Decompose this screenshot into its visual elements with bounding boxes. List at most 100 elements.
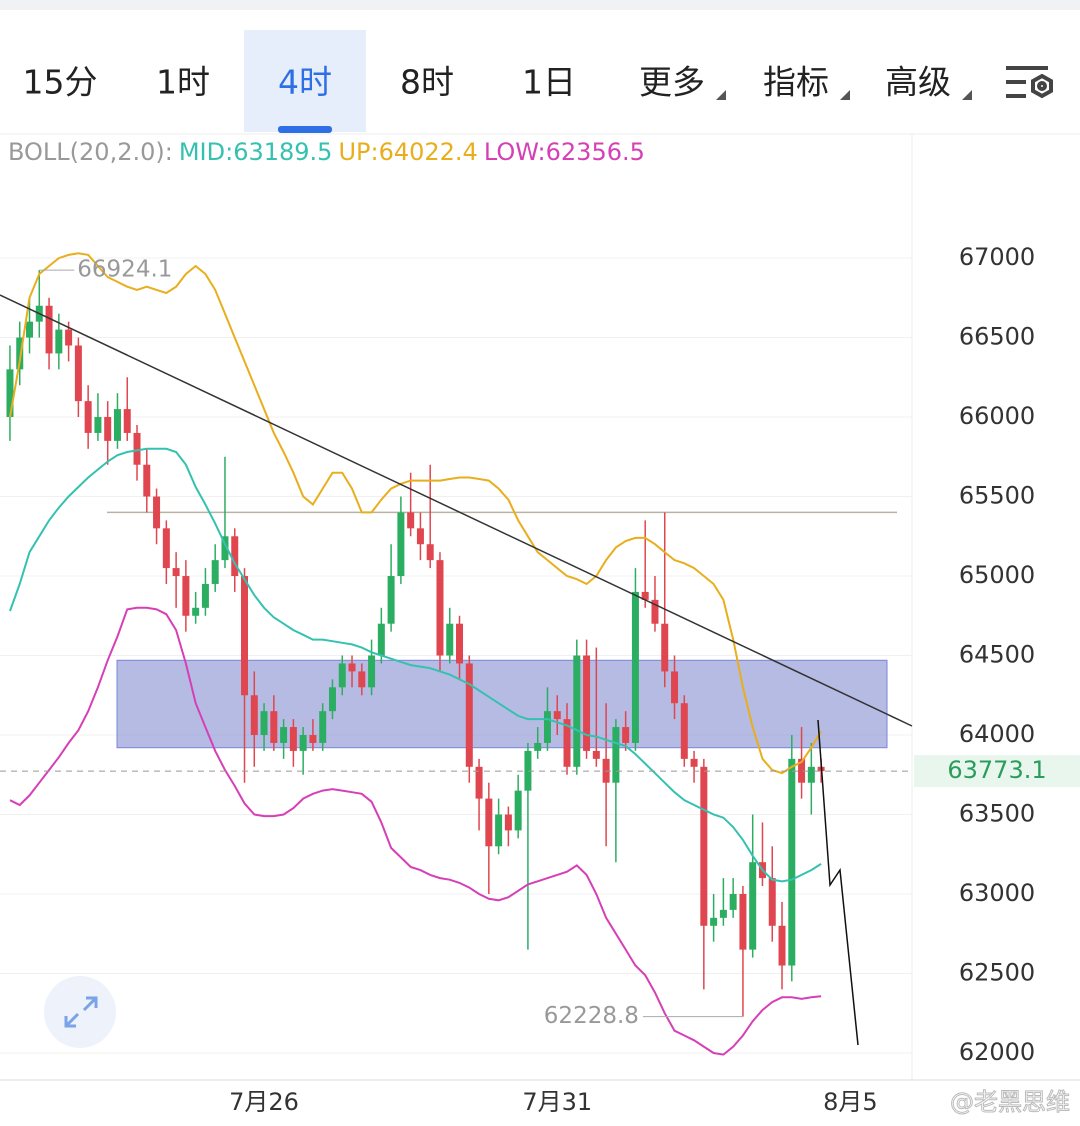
candle-body (475, 766, 483, 799)
legend-value: 63189.5 (233, 138, 332, 166)
candle-body (622, 727, 630, 743)
candle-body (719, 909, 727, 918)
candle-body (397, 512, 405, 577)
boll-line (9, 252, 822, 775)
indicator-label: BOLL(20,2.0): (8, 138, 173, 166)
tab[interactable]: 15分 (23, 63, 98, 102)
candle-body (16, 337, 24, 370)
candle-body (201, 583, 209, 608)
tab[interactable]: 1时 (156, 63, 210, 102)
boll-line (9, 447, 822, 883)
candle-body (583, 655, 591, 751)
candle-body (182, 576, 190, 616)
candle-body (74, 345, 82, 402)
support-zone (116, 659, 888, 749)
candle-body (749, 862, 757, 950)
candle-body (768, 878, 776, 926)
candle-body (387, 576, 395, 624)
legend-name: LOW: (484, 138, 546, 166)
candle-body (485, 798, 493, 847)
legend-name: UP: (338, 138, 378, 166)
candle-body (280, 727, 288, 743)
candle-body (504, 814, 512, 831)
indicator-header: BOLL(20,2.0): MID:63189.5 UP:64022.4 LOW:62… (8, 138, 645, 166)
candle-body (543, 711, 551, 743)
candle-body (651, 599, 659, 624)
candle-body (328, 687, 336, 712)
boll-line (9, 606, 822, 1056)
candle-body (553, 711, 561, 720)
candle-body (113, 409, 121, 441)
y-tick-label: 62000 (959, 1038, 1035, 1066)
candle-body (162, 528, 170, 569)
candle-body (45, 305, 53, 354)
candle-body (641, 591, 649, 600)
candle-body (241, 576, 249, 696)
candle-body (211, 560, 219, 584)
candle-body (348, 663, 356, 672)
active-tab-bg (244, 30, 366, 132)
candle-body (778, 925, 786, 966)
tab[interactable]: 高级 (885, 63, 951, 102)
candle-body (299, 735, 307, 751)
candle-body (563, 719, 571, 767)
status-strip (0, 0, 1080, 10)
settings-icon[interactable] (1006, 66, 1053, 99)
price-tag: 63773.1 (947, 756, 1046, 784)
candle-body (133, 432, 141, 465)
candle-body (143, 464, 151, 497)
min-label: 62228.8 (544, 1003, 639, 1029)
y-tick-label: 63000 (959, 879, 1035, 907)
tab[interactable]: 1日 (522, 63, 576, 102)
candle-body (338, 663, 346, 688)
x-tick-label: 7月26 (229, 1088, 299, 1116)
candle-body (680, 703, 688, 759)
y-tick-label: 62500 (959, 958, 1035, 986)
candle-body (192, 607, 200, 616)
candle-body (524, 750, 532, 791)
candle-body (534, 742, 542, 751)
tab[interactable]: 指标 (763, 63, 829, 102)
active-tab-indicator (278, 126, 332, 133)
y-tick-label: 64500 (959, 641, 1035, 669)
candle-body (250, 695, 258, 736)
candle-body (573, 655, 581, 767)
candle-body (358, 671, 366, 688)
candle-body (456, 623, 464, 664)
legend-value: 64022.4 (379, 138, 478, 166)
y-tick-label: 64000 (959, 720, 1035, 748)
candle-body (592, 750, 600, 759)
candle-body (661, 623, 669, 672)
candle-body (104, 417, 112, 441)
candle-body (377, 623, 385, 656)
candle-body (407, 512, 415, 529)
plot: 66924.1 62228.8 (0, 252, 912, 1056)
candle-body (65, 329, 73, 346)
legend-value: 62356.5 (546, 138, 645, 166)
y-tick-label: 63500 (959, 799, 1035, 827)
hand-drawn-stroke (817, 719, 859, 1046)
candle-body (436, 560, 444, 656)
max-label: 66924.1 (77, 257, 172, 283)
candle-body (260, 711, 268, 736)
candle-body (309, 735, 317, 743)
x-tick-label: 8月5 (823, 1088, 878, 1116)
dropdown-caret (716, 90, 972, 100)
candle-body (700, 766, 708, 926)
candle-body (84, 401, 92, 433)
tab[interactable]: 8时 (400, 63, 454, 102)
trend-line (0, 294, 913, 727)
price-tag-bg (914, 755, 1080, 788)
y-tick-label: 66500 (959, 323, 1035, 351)
candle-body (446, 623, 454, 656)
expand-button[interactable] (44, 976, 116, 1048)
candle-body (6, 369, 14, 418)
tab[interactable]: 4时 (278, 63, 332, 102)
candle-body (221, 536, 229, 561)
y-tick-label: 67000 (959, 243, 1035, 271)
tab[interactable]: 更多 (639, 63, 705, 102)
candle-body (172, 568, 180, 577)
y-tick-label: 65000 (959, 561, 1035, 589)
candle-body (514, 790, 522, 831)
